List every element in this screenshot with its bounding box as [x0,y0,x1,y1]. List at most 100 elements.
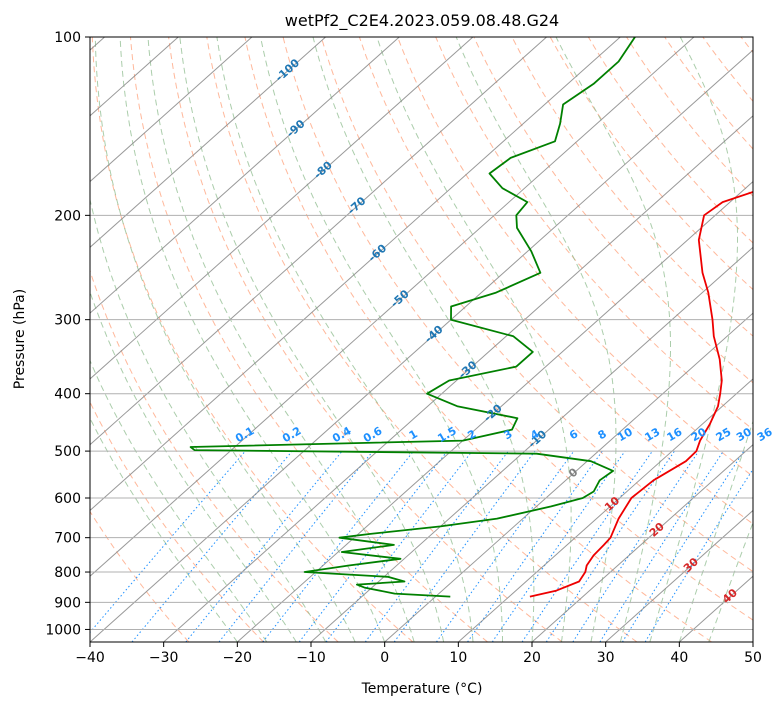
chart-title: wetPf2_C2E4.2023.059.08.48.G24 [285,11,559,31]
moist-adiabat [90,417,238,642]
moist-adiabat [678,419,753,642]
mixing-ratio-line [572,450,700,642]
dry-adiabat [91,37,414,642]
y-tick-label: 100 [54,30,81,46]
mixing-ratio-label: 0.1 [233,424,256,445]
mixing-ratio-line [218,450,374,642]
dry-adiabat [397,37,753,478]
dry-adiabat [206,37,638,642]
dry-adiabat [168,37,563,642]
mixing-ratio-line [90,450,246,634]
dry-adiabat [740,37,753,54]
dry-adiabat [358,37,753,525]
mixing-ratio-line [393,450,536,642]
mixing-ratio-label: 16 [665,425,685,444]
dry-adiabat [549,37,753,291]
isotherm-line [531,444,753,642]
x-tick-label: 30 [597,650,615,666]
x-tick-label: −30 [149,650,179,666]
x-tick-label: 0 [380,650,389,666]
y-tick-label: 400 [54,387,81,403]
x-tick-label: 40 [670,650,688,666]
isotherm-line [679,575,753,642]
dry-adiabat [664,37,753,150]
moist-adiabat [708,521,753,642]
dry-adiabat [473,37,753,384]
isotherm-line [90,37,621,512]
x-tick-label: 20 [523,650,541,666]
moist-adiabat [312,37,535,642]
mixing-ratio-line [521,450,653,642]
dry-adiabat [90,400,264,642]
moist-adiabat [455,37,617,642]
moist-adiabat [90,359,268,642]
y-tick-label: 500 [54,444,81,460]
isotherm-line [752,641,753,642]
isotherm-line [384,312,753,642]
moist-adiabat [376,37,572,642]
dry-adiabat [626,37,753,197]
isotherm-label: -100 [273,56,302,84]
dry-adiabat [90,269,339,642]
moist-adiabat [260,37,503,642]
isotherm-line [458,378,753,642]
mixing-ratio-label: 8 [596,427,609,442]
mixing-ratio-label: 36 [755,425,775,444]
y-tick-label: 900 [54,595,81,611]
dewpoint-profile [189,37,636,598]
dry-adiabat [587,37,753,244]
y-tick-label: 300 [54,313,81,329]
plot-frame [89,36,754,643]
mixing-ratio-line [325,450,473,642]
isotherm-line [90,37,326,249]
x-tick-label: −20 [223,650,253,666]
moist-adiabat [90,197,327,642]
x-axis-label: Temperature (°C) [361,681,483,697]
y-axis-label: Pressure (hPa) [12,289,28,389]
mixing-ratio-line [298,450,448,642]
moist-adiabat [179,37,445,642]
mixing-ratio-label: 13 [642,425,662,444]
x-tick-label: 50 [744,650,762,666]
y-tick-label: 1000 [45,622,81,638]
isotherm-line [237,180,753,642]
mixing-ratio-line [467,450,603,642]
moist-adiabat [216,37,474,642]
dry-adiabat [320,37,753,573]
dry-adiabat [130,37,488,642]
plot-area [90,37,753,642]
mixing-ratio-label: 10 [615,425,635,444]
isotherm-line [90,37,400,314]
y-tick-label: 600 [54,491,81,507]
isotherm-line [163,115,753,642]
y-tick-label: 200 [54,208,81,224]
moist-adiabat [94,37,356,642]
isotherm-line [605,509,753,642]
chart-axes: −40 −30 −20 −10 0 10 20 30 40 50 100 200 300 400 500 60… [45,30,762,666]
mixing-ratio-line [599,450,724,642]
isotherm-line [90,37,474,380]
isotherm-line [310,246,753,642]
mixing-ratio-line [545,450,675,642]
dry-adiabat [244,37,712,642]
y-tick-label: 700 [54,531,81,547]
isotherm-line [90,49,753,642]
moist-adiabat [119,37,386,642]
mixing-ratio-line [364,450,509,642]
y-tick-label: 800 [54,565,81,581]
mixing-ratio-label: 1.5 [435,424,458,445]
mixing-ratio-line [185,450,343,642]
x-tick-label: 10 [449,650,467,666]
mixing-ratio-line [491,450,626,642]
x-tick-label: −40 [75,650,105,666]
temperature-profile [529,190,753,598]
mixing-ratio-label: 0.2 [280,424,303,445]
dry-adiabat [511,37,753,337]
x-tick-label: −10 [296,650,326,666]
mixing-ratio-line [262,450,414,642]
isotherm-line [90,37,547,446]
moist-adiabat [555,37,671,642]
isotherm-line [90,37,695,577]
mixing-ratio-line [131,450,293,642]
